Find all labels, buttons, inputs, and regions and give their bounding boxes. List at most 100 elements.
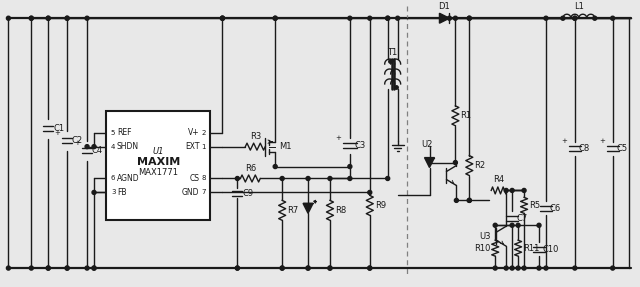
- Text: REF: REF: [117, 128, 131, 137]
- Circle shape: [467, 198, 471, 202]
- Circle shape: [611, 16, 614, 20]
- Circle shape: [273, 164, 277, 168]
- Circle shape: [447, 16, 451, 20]
- Text: 7: 7: [201, 189, 205, 195]
- Circle shape: [46, 266, 50, 270]
- Text: +: +: [599, 138, 605, 144]
- Circle shape: [280, 177, 284, 181]
- Circle shape: [306, 177, 310, 181]
- Text: R5: R5: [529, 201, 540, 210]
- Circle shape: [65, 16, 69, 20]
- Text: U2: U2: [421, 140, 432, 149]
- Circle shape: [573, 16, 577, 20]
- Circle shape: [348, 177, 352, 181]
- Text: C7: C7: [516, 214, 527, 223]
- Circle shape: [537, 266, 541, 270]
- Text: R10: R10: [474, 244, 490, 253]
- Text: C9: C9: [243, 189, 253, 198]
- Polygon shape: [424, 158, 435, 168]
- Circle shape: [467, 16, 471, 20]
- Circle shape: [220, 16, 225, 20]
- Circle shape: [46, 266, 50, 270]
- Circle shape: [504, 266, 508, 270]
- Circle shape: [236, 266, 239, 270]
- Circle shape: [368, 191, 372, 194]
- Text: C10: C10: [543, 245, 559, 254]
- Circle shape: [573, 266, 577, 270]
- Circle shape: [453, 16, 458, 20]
- Circle shape: [522, 189, 526, 192]
- Text: 2: 2: [201, 130, 205, 136]
- Circle shape: [386, 16, 390, 20]
- Circle shape: [65, 266, 69, 270]
- Polygon shape: [440, 13, 449, 23]
- Circle shape: [273, 16, 277, 20]
- Circle shape: [65, 16, 69, 20]
- Circle shape: [467, 16, 471, 20]
- Circle shape: [516, 223, 520, 227]
- Circle shape: [306, 266, 310, 270]
- Circle shape: [510, 266, 514, 270]
- Circle shape: [92, 266, 96, 270]
- Circle shape: [220, 16, 225, 20]
- Circle shape: [6, 16, 10, 20]
- Circle shape: [29, 16, 33, 20]
- Text: R9: R9: [375, 201, 386, 210]
- Circle shape: [593, 16, 596, 20]
- Circle shape: [85, 145, 89, 149]
- Circle shape: [306, 266, 310, 270]
- Circle shape: [46, 16, 50, 20]
- Text: R11: R11: [523, 244, 540, 253]
- Circle shape: [328, 177, 332, 181]
- Text: V+: V+: [188, 128, 200, 137]
- FancyBboxPatch shape: [106, 111, 211, 220]
- Circle shape: [396, 16, 399, 20]
- Text: R7: R7: [287, 206, 298, 215]
- Text: 4: 4: [111, 144, 115, 150]
- Circle shape: [454, 198, 458, 202]
- Circle shape: [348, 164, 352, 168]
- Text: R2: R2: [474, 161, 485, 170]
- Text: R6: R6: [244, 164, 256, 172]
- Circle shape: [537, 223, 541, 227]
- Circle shape: [65, 266, 69, 270]
- Circle shape: [280, 266, 284, 270]
- Text: 8: 8: [201, 175, 205, 181]
- Circle shape: [453, 160, 458, 164]
- Text: GND: GND: [182, 188, 200, 197]
- Circle shape: [46, 16, 50, 20]
- Text: C6: C6: [550, 204, 561, 213]
- Circle shape: [85, 16, 89, 20]
- Circle shape: [561, 16, 565, 20]
- Text: AGND: AGND: [117, 174, 140, 183]
- Circle shape: [467, 198, 471, 202]
- Text: R1: R1: [460, 111, 472, 120]
- Circle shape: [236, 266, 239, 270]
- Circle shape: [493, 223, 497, 227]
- Text: C1: C1: [53, 124, 65, 133]
- Circle shape: [92, 191, 96, 194]
- Text: 1: 1: [201, 144, 205, 150]
- Text: 6: 6: [111, 175, 115, 181]
- Circle shape: [348, 16, 352, 20]
- Text: D1: D1: [438, 2, 451, 11]
- Text: R4: R4: [493, 175, 505, 185]
- Text: T1: T1: [388, 48, 398, 57]
- Circle shape: [510, 223, 514, 227]
- Text: +: +: [54, 130, 60, 136]
- Circle shape: [92, 145, 96, 149]
- Text: U3: U3: [480, 232, 492, 241]
- Circle shape: [368, 16, 372, 20]
- Circle shape: [611, 266, 614, 270]
- Circle shape: [280, 266, 284, 270]
- Circle shape: [573, 16, 577, 20]
- Text: U1: U1: [152, 147, 164, 156]
- Text: R8: R8: [335, 206, 346, 215]
- Circle shape: [386, 16, 390, 20]
- Circle shape: [368, 266, 372, 270]
- Text: +: +: [74, 140, 80, 146]
- Text: EXT: EXT: [185, 142, 200, 151]
- Text: MAX1771: MAX1771: [138, 168, 178, 177]
- Circle shape: [510, 189, 514, 192]
- Text: M1: M1: [279, 142, 292, 151]
